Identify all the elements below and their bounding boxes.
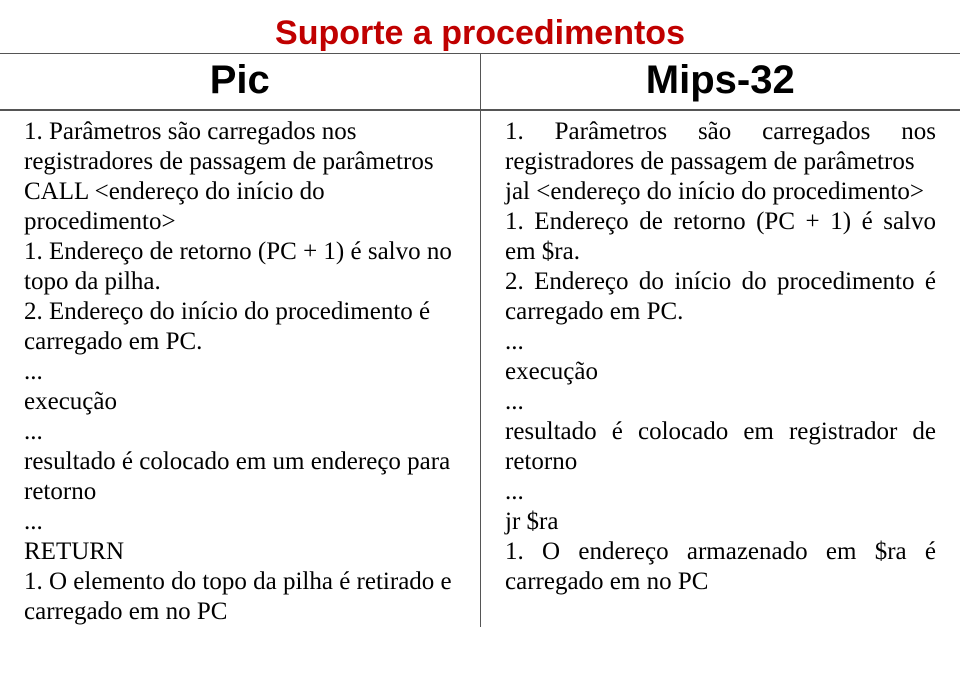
left-header: Pic	[0, 54, 481, 109]
slide: { "title": "Suporte a procedimentos", "l…	[0, 0, 960, 694]
left-column-body: 1. Parâmetros são carregados nos registr…	[24, 111, 456, 627]
right-p2: jal <endereço do início do procedimento>	[505, 177, 936, 207]
left-p4: 2. Endereço do início do procedimento é …	[24, 297, 456, 357]
right-p4: 2. Endereço do início do procedimento é …	[505, 267, 936, 327]
left-p5: ...	[24, 357, 456, 387]
right-header: Mips-32	[481, 54, 960, 109]
right-p8: resultado é colocado em registrador de r…	[505, 417, 936, 477]
right-p3: 1. Endereço de retorno (PC + 1) é salvo …	[505, 207, 936, 267]
right-column-body: 1. Parâmetros são carregados nos registr…	[505, 111, 936, 597]
right-p7: ...	[505, 387, 936, 417]
right-p10: jr $ra	[505, 507, 936, 537]
right-p1: 1. Parâmetros são carregados nos registr…	[505, 117, 936, 177]
right-p9: ...	[505, 477, 936, 507]
left-p10: RETURN	[24, 537, 456, 567]
left-column: 1. Parâmetros são carregados nos registr…	[0, 111, 480, 627]
left-p9: ...	[24, 507, 456, 537]
left-p8: resultado é colocado em um endereço para…	[24, 447, 456, 507]
title-wrap: Suporte a procedimentos	[0, 0, 960, 53]
left-p7: ...	[24, 417, 456, 447]
body-columns: 1. Parâmetros são carregados nos registr…	[0, 111, 960, 627]
column-headers: Pic Mips-32	[0, 53, 960, 111]
right-p6: execução	[505, 357, 936, 387]
right-p11: 1. O endereço armazenado em $ra é carreg…	[505, 537, 936, 597]
left-p3: 1. Endereço de retorno (PC + 1) é salvo …	[24, 237, 456, 297]
left-p2: CALL <endereço do início do procedimento…	[24, 177, 456, 237]
left-p1: 1. Parâmetros são carregados nos registr…	[24, 117, 456, 177]
slide-title: Suporte a procedimentos	[275, 14, 685, 52]
right-p5: ...	[505, 327, 936, 357]
left-p6: execução	[24, 387, 456, 417]
right-column: 1. Parâmetros são carregados nos registr…	[480, 111, 960, 627]
left-p11: 1. O elemento do topo da pilha é retirad…	[24, 567, 456, 627]
